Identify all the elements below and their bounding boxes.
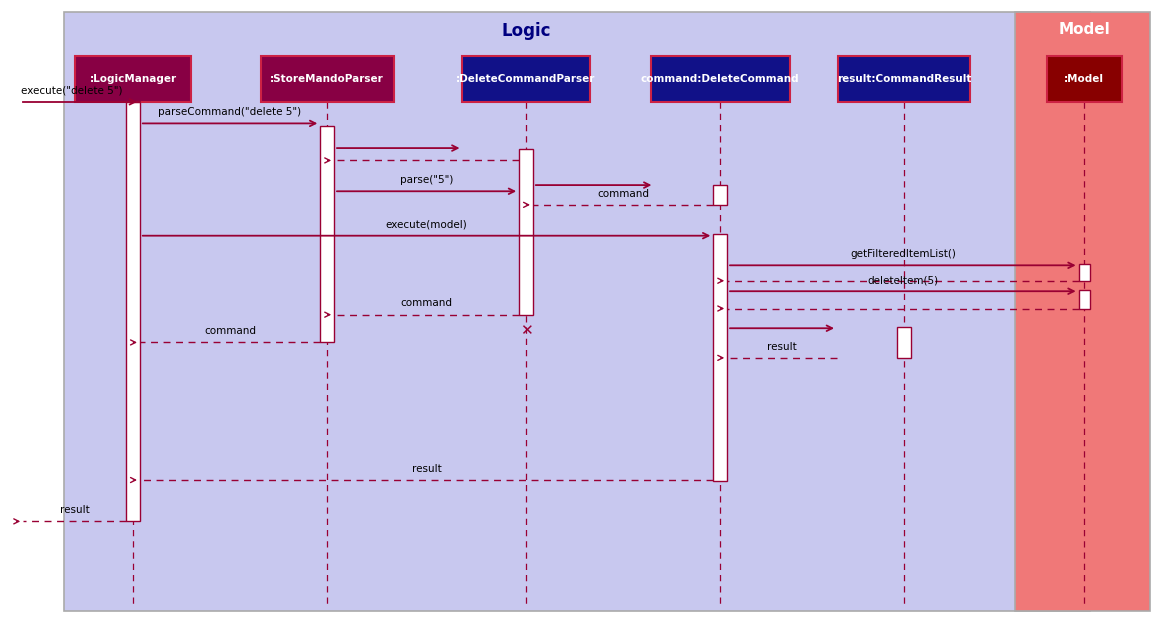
Text: command: command bbox=[401, 299, 452, 308]
FancyBboxPatch shape bbox=[713, 234, 727, 481]
FancyBboxPatch shape bbox=[837, 56, 970, 102]
FancyBboxPatch shape bbox=[1046, 56, 1121, 102]
Text: result: result bbox=[412, 464, 442, 474]
FancyBboxPatch shape bbox=[320, 126, 334, 342]
Text: deleteItem(5): deleteItem(5) bbox=[867, 275, 939, 285]
Text: execute("delete 5"): execute("delete 5") bbox=[21, 86, 123, 96]
FancyBboxPatch shape bbox=[260, 56, 393, 102]
FancyBboxPatch shape bbox=[519, 149, 533, 315]
Text: parse("5"): parse("5") bbox=[400, 175, 453, 185]
Text: ✕: ✕ bbox=[519, 323, 533, 337]
Text: command: command bbox=[598, 189, 649, 199]
Text: getFilteredItemList(): getFilteredItemList() bbox=[850, 249, 956, 259]
Text: :LogicManager: :LogicManager bbox=[89, 73, 177, 84]
FancyBboxPatch shape bbox=[1079, 290, 1090, 308]
FancyBboxPatch shape bbox=[651, 56, 790, 102]
FancyBboxPatch shape bbox=[64, 12, 1090, 611]
Text: execute(model): execute(model) bbox=[386, 220, 467, 230]
Text: Model: Model bbox=[1059, 22, 1110, 36]
Text: parseCommand("delete 5"): parseCommand("delete 5") bbox=[158, 107, 302, 117]
Text: Logic: Logic bbox=[502, 22, 550, 39]
Text: :DeleteCommandParser: :DeleteCommandParser bbox=[457, 73, 595, 84]
Text: command: command bbox=[205, 326, 255, 336]
FancyBboxPatch shape bbox=[1079, 264, 1090, 281]
FancyBboxPatch shape bbox=[713, 185, 727, 205]
FancyBboxPatch shape bbox=[126, 102, 140, 521]
Text: result:CommandResult: result:CommandResult bbox=[837, 73, 971, 84]
FancyBboxPatch shape bbox=[1015, 12, 1150, 611]
Text: result: result bbox=[60, 505, 89, 515]
FancyBboxPatch shape bbox=[462, 56, 590, 102]
Text: :StoreMandoParser: :StoreMandoParser bbox=[271, 73, 384, 84]
Text: :Model: :Model bbox=[1065, 73, 1104, 84]
Text: result: result bbox=[768, 342, 796, 352]
Text: command:DeleteCommand: command:DeleteCommand bbox=[640, 73, 800, 84]
FancyBboxPatch shape bbox=[75, 56, 191, 102]
FancyBboxPatch shape bbox=[897, 327, 911, 358]
